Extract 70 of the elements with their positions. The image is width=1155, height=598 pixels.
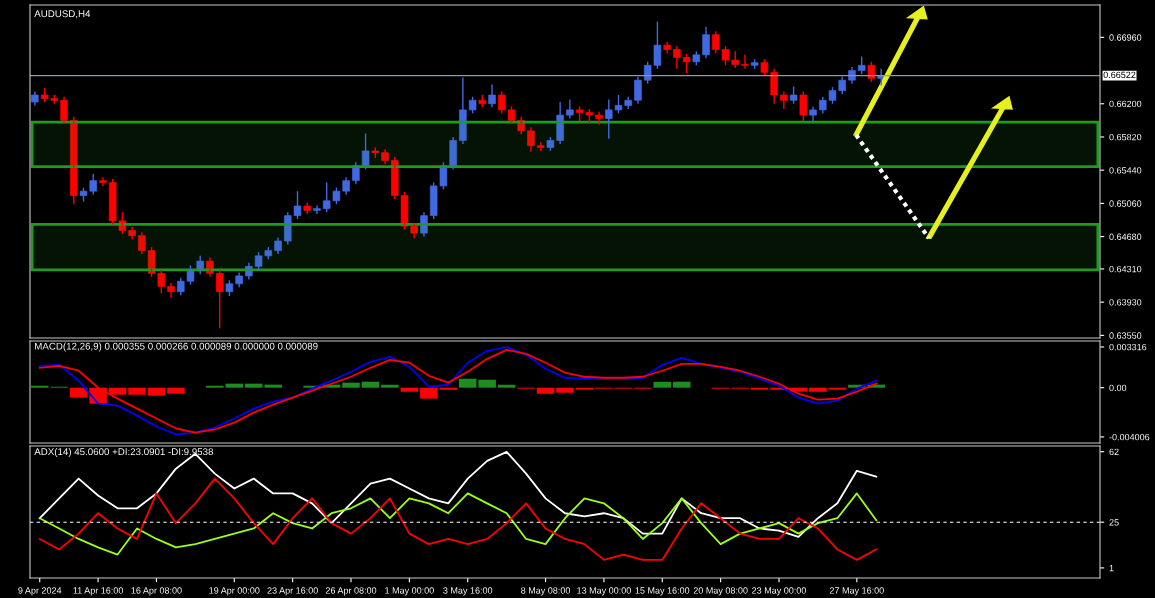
x-tick-label: 15 May 16:00 (635, 587, 690, 596)
bar (108, 387, 127, 395)
x-tick-label: 26 Apr 08:00 (325, 587, 377, 596)
candlestick (682, 53, 691, 74)
bar (458, 378, 477, 388)
x-tick-label: 3 May 16:00 (443, 587, 493, 596)
y-tick-label: 0.64680 (1109, 233, 1142, 240)
x-tick-label: 16 Apr 08:00 (131, 587, 182, 596)
bar (147, 387, 166, 396)
x-tick-label: 23 May 00:00 (752, 587, 806, 596)
y-tick-label: 1 (1109, 564, 1114, 572)
x-tick-label: 11 Apr 16:00 (73, 587, 124, 596)
x-tick-label: 19 Apr 00:00 (209, 587, 260, 596)
candlestick (31, 90, 39, 107)
bar (225, 383, 244, 388)
x-tick-label: 20 May 08:00 (693, 587, 748, 596)
y-tick-label: 0.66960 (1109, 34, 1142, 41)
bar (381, 384, 399, 388)
y-tick-label: 0.66200 (1109, 100, 1142, 108)
bar (244, 383, 263, 388)
bar (420, 387, 438, 399)
bar (439, 387, 458, 390)
y-tick-label: 25 (1109, 519, 1119, 526)
candlestick (741, 54, 749, 70)
candlestick (799, 90, 808, 122)
y-tick-label: 0.003316 (1109, 343, 1147, 351)
x-tick-label: 8 May 08:00 (521, 587, 571, 596)
bar (400, 387, 419, 392)
x-tick-label: 23 Apr 16:00 (267, 587, 318, 596)
bar (342, 382, 360, 388)
line-series (38, 492, 878, 556)
candlestick (99, 176, 107, 187)
bar (556, 387, 574, 393)
y-tick-label: 0.63550 (1109, 332, 1142, 339)
x-tick-label: 1 May 00:00 (385, 587, 434, 596)
bar (809, 387, 827, 392)
chart-title: ADX(14) 45.0600 +DI:23.0901 -DI:9.9538 (34, 447, 214, 458)
x-tick-label: 13 May 00:00 (577, 587, 631, 596)
candlestick (70, 116, 78, 205)
bar (128, 387, 146, 395)
candlestick (361, 132, 370, 171)
bar (478, 379, 496, 388)
bar (536, 387, 555, 394)
bar (264, 384, 282, 388)
bar (497, 384, 516, 388)
y-tick-label: 0.00 (1109, 384, 1127, 392)
candlestick (313, 204, 321, 215)
y-tick-label: 0.63930 (1109, 299, 1142, 306)
chart-title: AUDUSD,H4 (34, 10, 91, 19)
candlestick (809, 105, 817, 122)
bar (672, 381, 691, 388)
y-tick-label: 0.65440 (1109, 167, 1142, 174)
bar (167, 387, 185, 394)
candlestick (566, 98, 574, 120)
y-tick-label: 0.64310 (1109, 265, 1142, 273)
chart-title: MACD(12,26,9) 0.000355 0.000266 0.000089 0.000000 0.000089 (35, 342, 318, 352)
candlestick (595, 110, 603, 126)
x-tick-label: 9 Apr 2024 (18, 587, 62, 596)
bar (69, 387, 88, 398)
candlestick (215, 269, 224, 330)
y-tick-label: 62 (1109, 448, 1119, 456)
y-tick-label: 0.65060 (1109, 200, 1142, 207)
line-series (38, 477, 878, 561)
bar (361, 381, 380, 388)
y-tick-label: -0.004006 (1109, 433, 1150, 441)
bar (653, 381, 672, 388)
candlestick (780, 90, 788, 110)
y-tick-label: 0.65820 (1109, 133, 1142, 141)
ref-line-label: 0.66522 (1103, 71, 1136, 79)
x-tick-label: 27 May 16:00 (829, 587, 884, 596)
